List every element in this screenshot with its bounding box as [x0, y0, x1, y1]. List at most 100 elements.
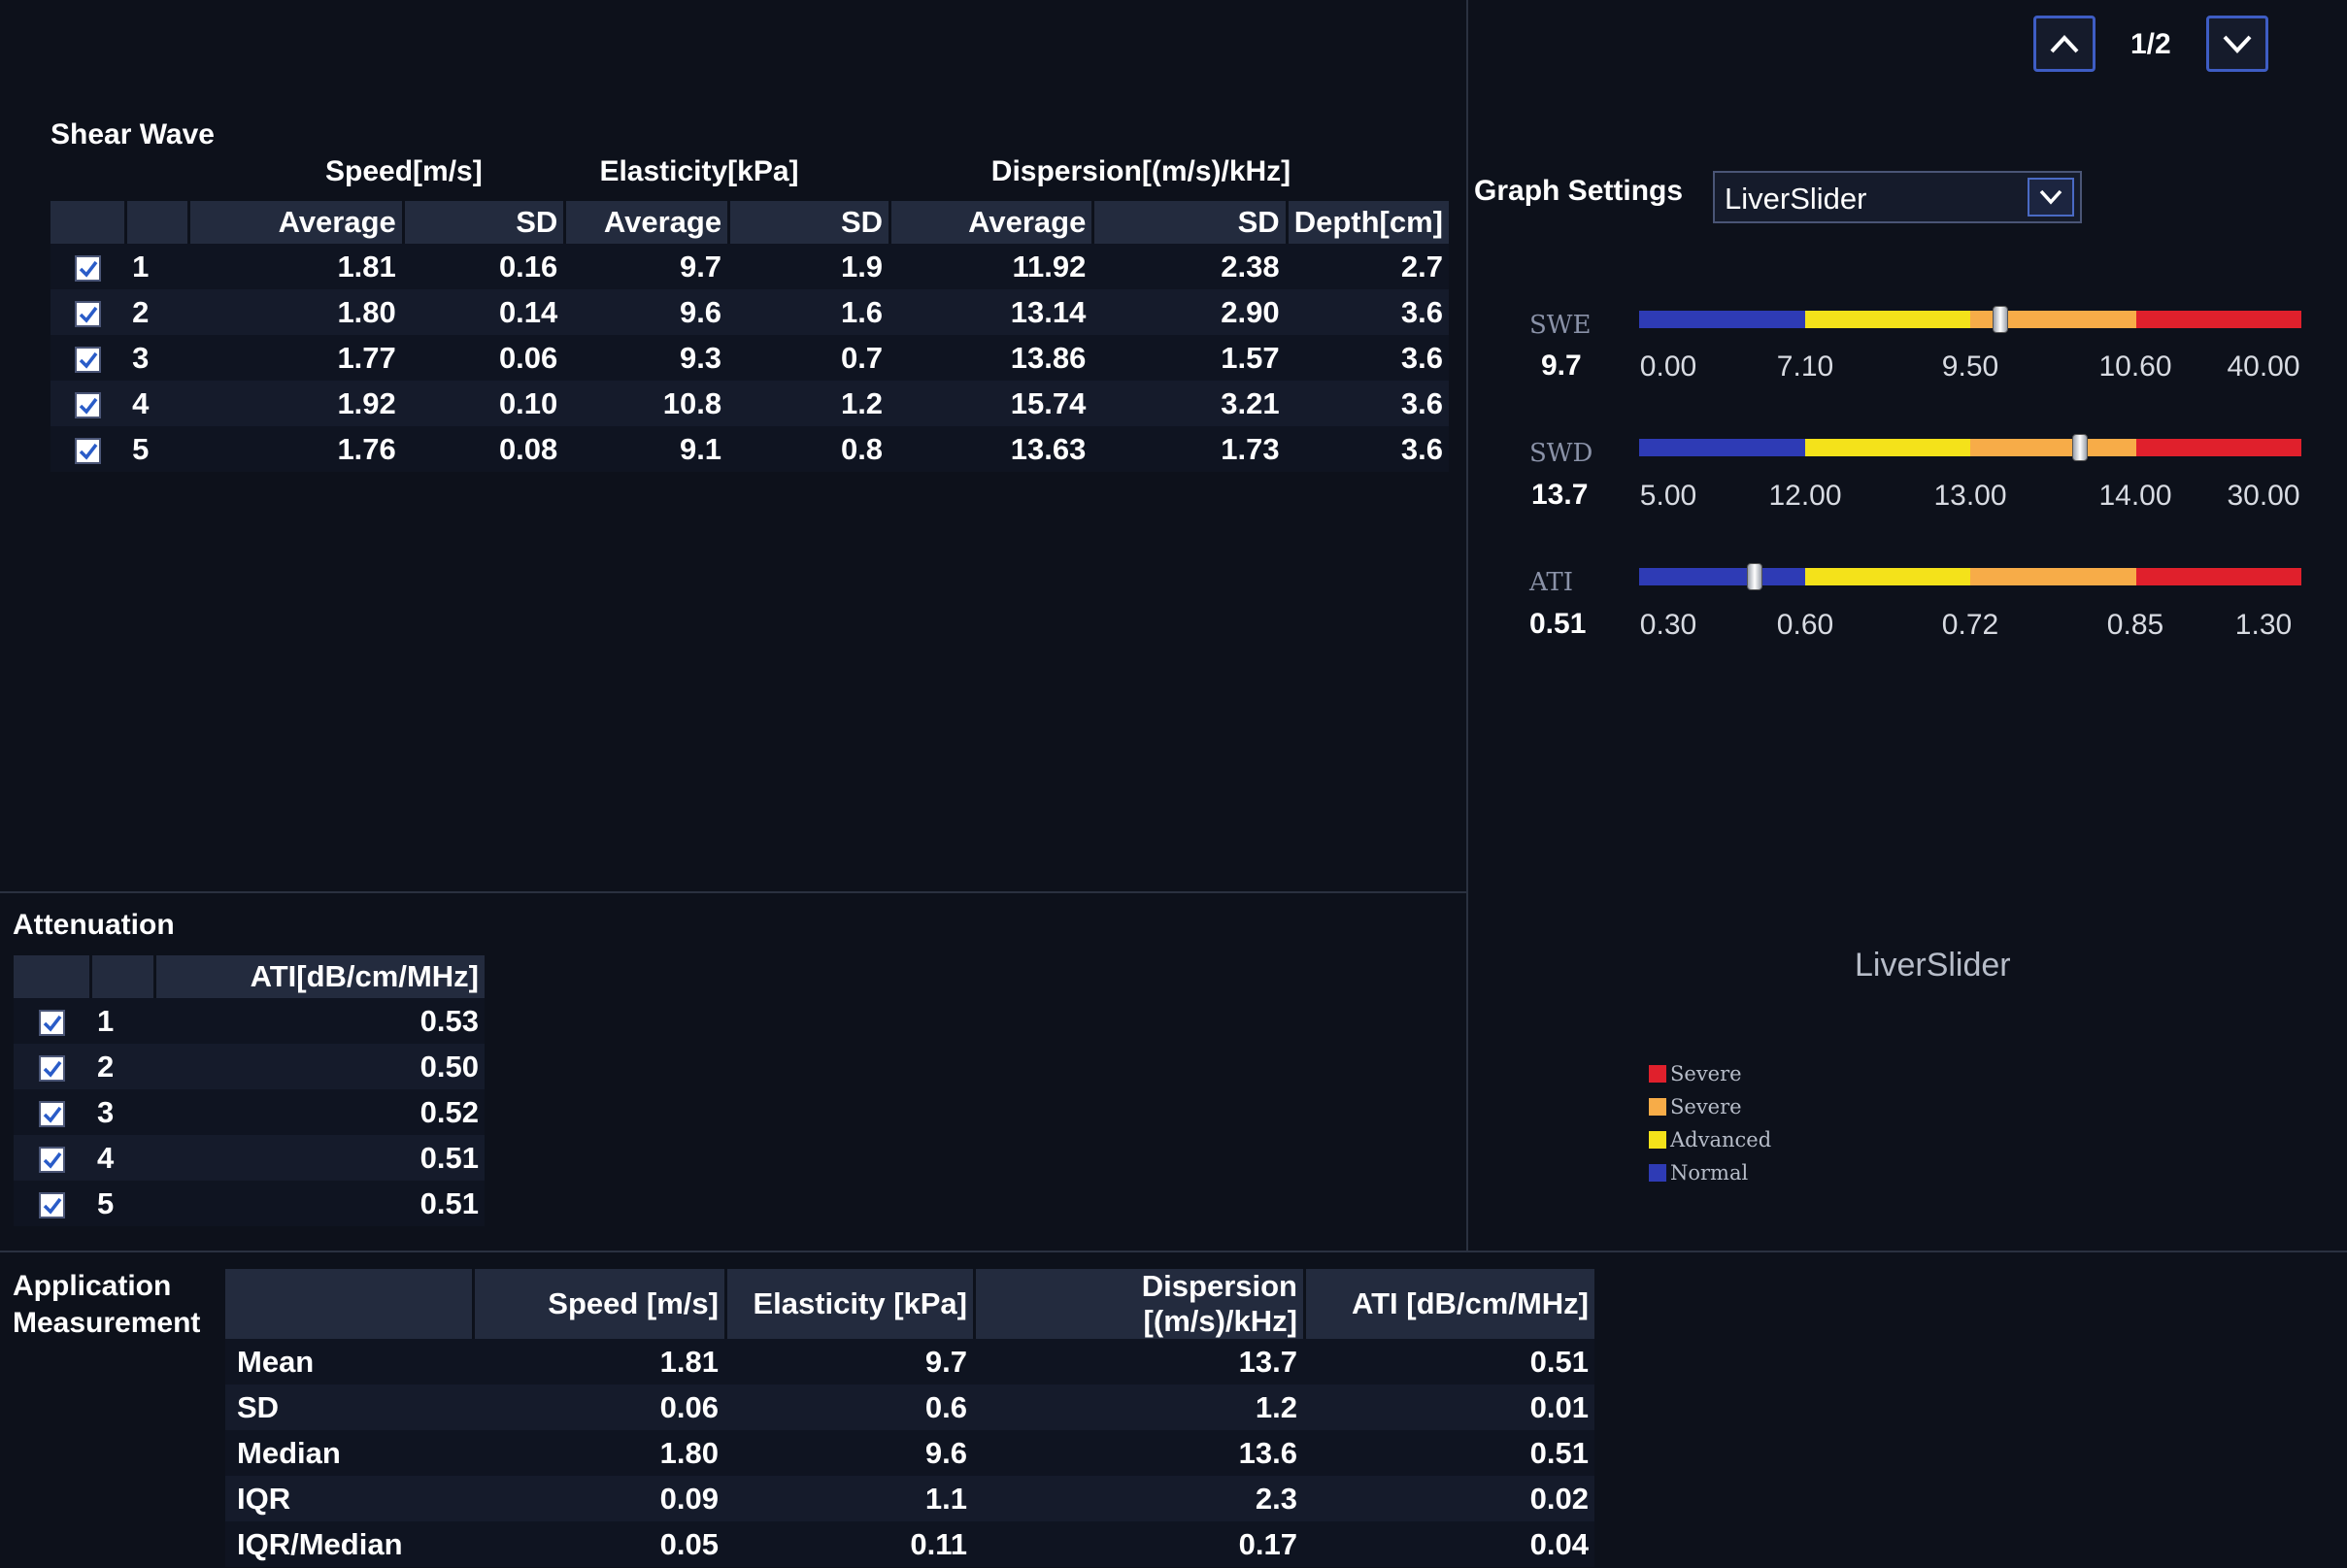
cell: 1.9 — [727, 244, 889, 289]
cell: 3.6 — [1285, 381, 1449, 426]
row-checkbox[interactable] — [74, 437, 101, 464]
cell: 0.09 — [472, 1476, 724, 1521]
legend-label: Advanced — [1670, 1128, 1772, 1151]
table-row: IQR/Median 0.05 0.11 0.17 0.04 — [225, 1521, 1594, 1567]
swd-tick: 5.00 — [1639, 480, 1697, 512]
track-segment-severe-orange — [1970, 568, 2136, 585]
ati-tick: 0.72 — [1941, 609, 1999, 641]
dispersion-group-header: Dispersion[(m/s)/kHz] — [990, 155, 1291, 187]
swe-tick: 10.60 — [2098, 350, 2172, 383]
cell: 3.6 — [1285, 289, 1449, 335]
cell: 0.01 — [1303, 1385, 1594, 1430]
dropdown-arrow-button[interactable] — [2028, 178, 2074, 217]
table-row[interactable]: 1 1.81 0.16 9.7 1.9 11.92 2.38 2.7 — [50, 244, 1449, 289]
table-row[interactable]: 4 1.92 0.10 10.8 1.2 15.74 3.21 3.6 — [50, 381, 1449, 426]
header-checkbox-cell — [14, 955, 89, 998]
row-checkbox[interactable] — [74, 300, 101, 327]
row-index: 4 — [89, 1135, 153, 1181]
swd-tick: 30.00 — [2227, 480, 2300, 512]
cell: 0.14 — [401, 289, 564, 335]
row-checkbox[interactable] — [38, 1100, 65, 1127]
cell: 0.6 — [724, 1385, 973, 1430]
cell: 1.6 — [727, 289, 889, 335]
cell: 0.10 — [401, 381, 564, 426]
cell: 0.02 — [1303, 1476, 1594, 1521]
legend-swatch — [1649, 1131, 1666, 1149]
row-checkbox[interactable] — [38, 1146, 65, 1173]
table-row[interactable]: 4 0.51 — [14, 1135, 485, 1181]
col-app-elasticity: Elasticity [kPa] — [724, 1269, 973, 1339]
legend-label: Severe — [1670, 1062, 1742, 1085]
panel-divider-attenuation — [0, 891, 1466, 893]
attenuation-table: ATI[dB/cm/MHz] 1 0.53 2 0.50 3 0.52 4 0.… — [14, 955, 485, 1226]
cell: 1.2 — [727, 381, 889, 426]
legend-swatch — [1649, 1098, 1666, 1116]
swe-tick: 0.00 — [1639, 350, 1697, 383]
swd-slider-value: 13.7 — [1531, 479, 1589, 511]
table-row[interactable]: 1 0.53 — [14, 998, 485, 1044]
page-up-button[interactable] — [2033, 16, 2096, 72]
row-label: Median — [225, 1430, 472, 1476]
row-checkbox[interactable] — [38, 1054, 65, 1082]
cell: 2.90 — [1091, 289, 1286, 335]
application-header-row: Speed [m/s] Elasticity [kPa] Dispersion … — [225, 1269, 1594, 1339]
application-measurement-table: Speed [m/s] Elasticity [kPa] Dispersion … — [225, 1269, 1594, 1567]
legend-swatch — [1649, 1164, 1666, 1182]
col-depth: Depth[cm] — [1285, 201, 1449, 244]
row-index: 1 — [124, 244, 187, 289]
table-row[interactable]: 2 1.80 0.14 9.6 1.6 13.14 2.90 3.6 — [50, 289, 1449, 335]
table-row[interactable]: 5 1.76 0.08 9.1 0.8 13.63 1.73 3.6 — [50, 426, 1449, 472]
col-ati: ATI[dB/cm/MHz] — [153, 955, 485, 998]
cell: 0.51 — [153, 1135, 485, 1181]
cell: 9.7 — [563, 244, 728, 289]
page-down-button[interactable] — [2206, 16, 2268, 72]
track-segment-severe-orange — [1970, 439, 2136, 456]
col-dispersion-average: Average — [889, 201, 1092, 244]
row-checkbox[interactable] — [74, 391, 101, 418]
swd-slider-thumb[interactable] — [2072, 434, 2089, 461]
cell: 9.7 — [724, 1339, 973, 1385]
shear-wave-title: Shear Wave — [50, 118, 215, 150]
cell: 0.51 — [153, 1181, 485, 1226]
legend-item-severe-red: Severe — [1649, 1062, 1742, 1085]
header-index-cell — [89, 955, 153, 998]
cell: 0.51 — [1303, 1339, 1594, 1385]
shear-wave-header-row: Average SD Average SD Average SD Depth[c… — [50, 201, 1449, 244]
cell: 1.2 — [973, 1385, 1303, 1430]
cell: 13.14 — [889, 289, 1092, 335]
table-row[interactable]: 5 0.51 — [14, 1181, 485, 1226]
row-label: SD — [225, 1385, 472, 1430]
chevron-down-icon — [2039, 189, 2062, 205]
col-elasticity-sd: SD — [727, 201, 889, 244]
swe-tick: 7.10 — [1776, 350, 1834, 383]
table-row: SD 0.06 0.6 1.2 0.01 — [225, 1385, 1594, 1430]
table-row[interactable]: 3 1.77 0.06 9.3 0.7 13.86 1.57 3.6 — [50, 335, 1449, 381]
track-segment-normal — [1639, 439, 1805, 456]
cell: 13.86 — [889, 335, 1092, 381]
cell: 0.06 — [472, 1385, 724, 1430]
track-segment-advanced — [1804, 568, 1970, 585]
table-row[interactable]: 2 0.50 — [14, 1044, 485, 1089]
swe-slider-thumb[interactable] — [1993, 306, 2009, 333]
cell: 0.51 — [1303, 1430, 1594, 1476]
row-checkbox[interactable] — [74, 346, 101, 373]
row-checkbox[interactable] — [74, 254, 101, 282]
row-checkbox[interactable] — [38, 1191, 65, 1218]
graph-settings-dropdown[interactable]: LiverSlider — [1713, 171, 2082, 223]
cell: 9.1 — [563, 426, 728, 472]
cell: 0.7 — [727, 335, 889, 381]
graph-settings-label: Graph Settings — [1474, 175, 1684, 207]
ati-slider-thumb[interactable] — [1747, 563, 1763, 590]
ati-slider-value: 0.51 — [1529, 608, 1587, 640]
track-segment-severe-red — [2135, 568, 2301, 585]
row-checkbox[interactable] — [38, 1009, 65, 1036]
cell: 0.11 — [724, 1521, 973, 1567]
cell: 1.80 — [186, 289, 402, 335]
table-row: IQR 0.09 1.1 2.3 0.02 — [225, 1476, 1594, 1521]
cell: 3.6 — [1285, 426, 1449, 472]
row-index: 5 — [124, 426, 187, 472]
application-title-line1: Application — [13, 1270, 172, 1302]
cell: 10.8 — [563, 381, 728, 426]
swe-slider-name: SWE — [1529, 311, 1592, 340]
table-row[interactable]: 3 0.52 — [14, 1089, 485, 1135]
